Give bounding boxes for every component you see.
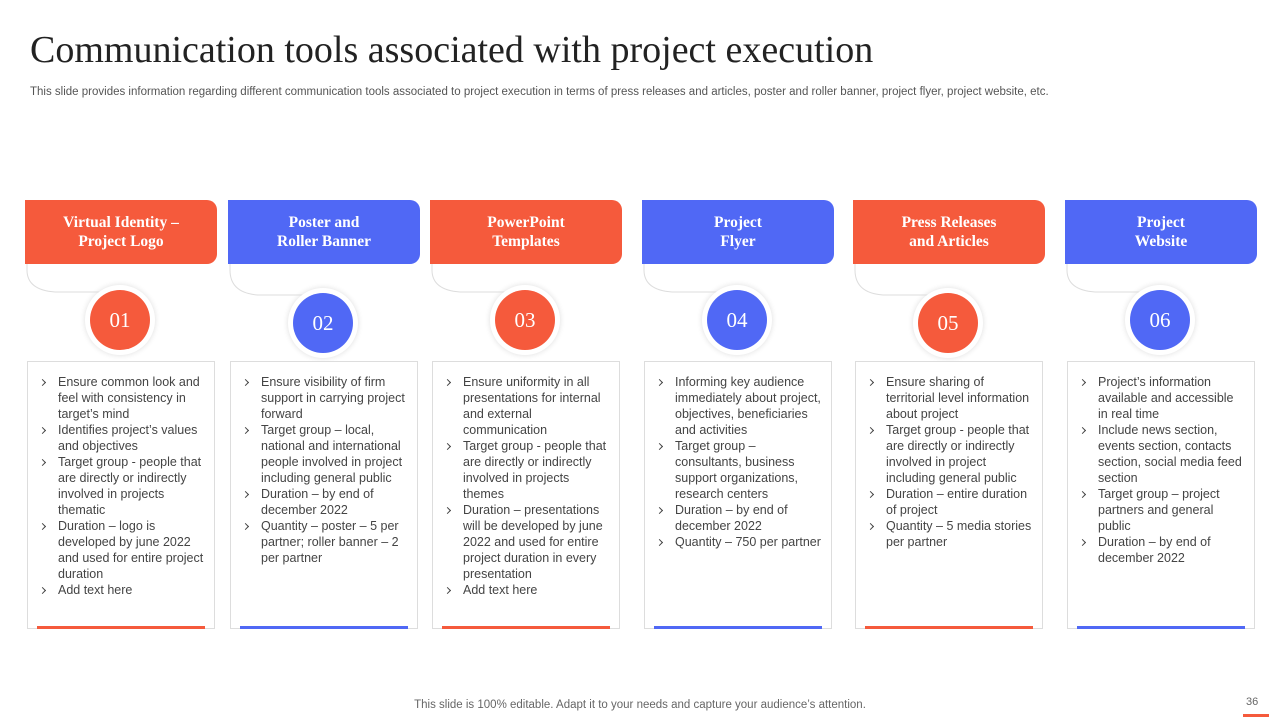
bullet-list: Ensure common look and feel with consist… bbox=[28, 374, 214, 598]
step-number: 06 bbox=[1130, 290, 1190, 350]
content-box: Informing key audience immediately about… bbox=[644, 361, 832, 629]
box-bar bbox=[240, 626, 408, 629]
header-line: Roller Banner bbox=[277, 233, 371, 250]
header-line: Website bbox=[1134, 233, 1188, 250]
page-bar bbox=[1243, 714, 1269, 717]
content-box: Ensure visibility of firm support in car… bbox=[230, 361, 418, 629]
connector bbox=[229, 260, 323, 296]
bullet-list: Ensure uniformity in all presentations f… bbox=[433, 374, 619, 598]
step-number: 04 bbox=[707, 290, 767, 350]
bullet: Identifies project’s values and objectiv… bbox=[58, 422, 206, 454]
box-bar bbox=[865, 626, 1033, 629]
step-number: 02 bbox=[293, 293, 353, 353]
bullet: Target group – project partners and gene… bbox=[1098, 486, 1246, 534]
step-number: 01 bbox=[90, 290, 150, 350]
bullet-list: Ensure sharing of territorial level info… bbox=[856, 374, 1042, 550]
bullet: Target group - people that are directly … bbox=[58, 454, 206, 518]
bullet: Ensure sharing of territorial level info… bbox=[886, 374, 1034, 422]
subtitle: This slide provides information regardin… bbox=[30, 86, 1049, 98]
bullet: Ensure visibility of firm support in car… bbox=[261, 374, 409, 422]
bullet: Add text here bbox=[463, 582, 611, 598]
bullet: Ensure uniformity in all presentations f… bbox=[463, 374, 611, 438]
content-box: Ensure common look and feel with consist… bbox=[27, 361, 215, 629]
box-bar bbox=[442, 626, 610, 629]
bullet-list: Project’s information available and acce… bbox=[1068, 374, 1254, 566]
connector bbox=[643, 260, 737, 293]
header-line: Templates bbox=[492, 233, 560, 250]
header-line: Poster and bbox=[288, 214, 360, 231]
column-header: Press Releases and Articles bbox=[853, 200, 1045, 264]
footer-note: This slide is 100% editable. Adapt it to… bbox=[414, 699, 866, 711]
column-header: Poster and Roller Banner bbox=[228, 200, 420, 264]
bullet: Quantity – 750 per partner bbox=[675, 534, 823, 550]
column-header: Project Website bbox=[1065, 200, 1257, 264]
header-line: Flyer bbox=[720, 233, 756, 250]
header-line: Project bbox=[1137, 214, 1185, 231]
bullet: Target group – consultants, business sup… bbox=[675, 438, 823, 502]
bullet: Include news section, events section, co… bbox=[1098, 422, 1246, 486]
header-line: and Articles bbox=[909, 233, 989, 250]
box-bar bbox=[654, 626, 822, 629]
header-line: PowerPoint bbox=[487, 214, 565, 231]
page-number: 36 bbox=[1246, 696, 1259, 708]
bullet-list: Ensure visibility of firm support in car… bbox=[231, 374, 417, 566]
bullet: Duration – entire duration of project bbox=[886, 486, 1034, 518]
bullet: Quantity – 5 media stories per partner bbox=[886, 518, 1034, 550]
header-line: Virtual Identity – bbox=[63, 214, 179, 231]
column-header: Virtual Identity – Project Logo bbox=[25, 200, 217, 264]
bullet-list: Informing key audience immediately about… bbox=[645, 374, 831, 550]
bullet: Add text here bbox=[58, 582, 206, 598]
content-box: Ensure uniformity in all presentations f… bbox=[432, 361, 620, 629]
bullet: Quantity – poster – 5 per partner; rolle… bbox=[261, 518, 409, 566]
bullet: Duration – by end of december 2022 bbox=[1098, 534, 1246, 566]
bullet: Duration – logo is developed by june 202… bbox=[58, 518, 206, 582]
bullet: Target group - people that are directly … bbox=[886, 422, 1034, 486]
header-line: Project Logo bbox=[78, 233, 164, 250]
bullet: Project’s information available and acce… bbox=[1098, 374, 1246, 422]
content-box: Project’s information available and acce… bbox=[1067, 361, 1255, 629]
column-header: PowerPoint Templates bbox=[430, 200, 622, 264]
connector bbox=[431, 260, 525, 293]
step-number: 03 bbox=[495, 290, 555, 350]
bullet: Ensure common look and feel with consist… bbox=[58, 374, 206, 422]
bullet: Duration – presentations will be develop… bbox=[463, 502, 611, 582]
connector bbox=[1066, 260, 1160, 293]
bullet: Informing key audience immediately about… bbox=[675, 374, 823, 438]
header-line: Project bbox=[714, 214, 762, 231]
bullet: Duration – by end of december 2022 bbox=[261, 486, 409, 518]
step-number: 05 bbox=[918, 293, 978, 353]
bullet: Target group - people that are directly … bbox=[463, 438, 611, 502]
connector bbox=[26, 260, 120, 293]
title: Communication tools associated with proj… bbox=[30, 29, 874, 71]
bullet: Target group – local, national and inter… bbox=[261, 422, 409, 486]
bullet: Duration – by end of december 2022 bbox=[675, 502, 823, 534]
content-box: Ensure sharing of territorial level info… bbox=[855, 361, 1043, 629]
connector bbox=[854, 260, 948, 296]
box-bar bbox=[1077, 626, 1245, 629]
header-line: Press Releases bbox=[901, 214, 997, 231]
column-header: Project Flyer bbox=[642, 200, 834, 264]
box-bar bbox=[37, 626, 205, 629]
